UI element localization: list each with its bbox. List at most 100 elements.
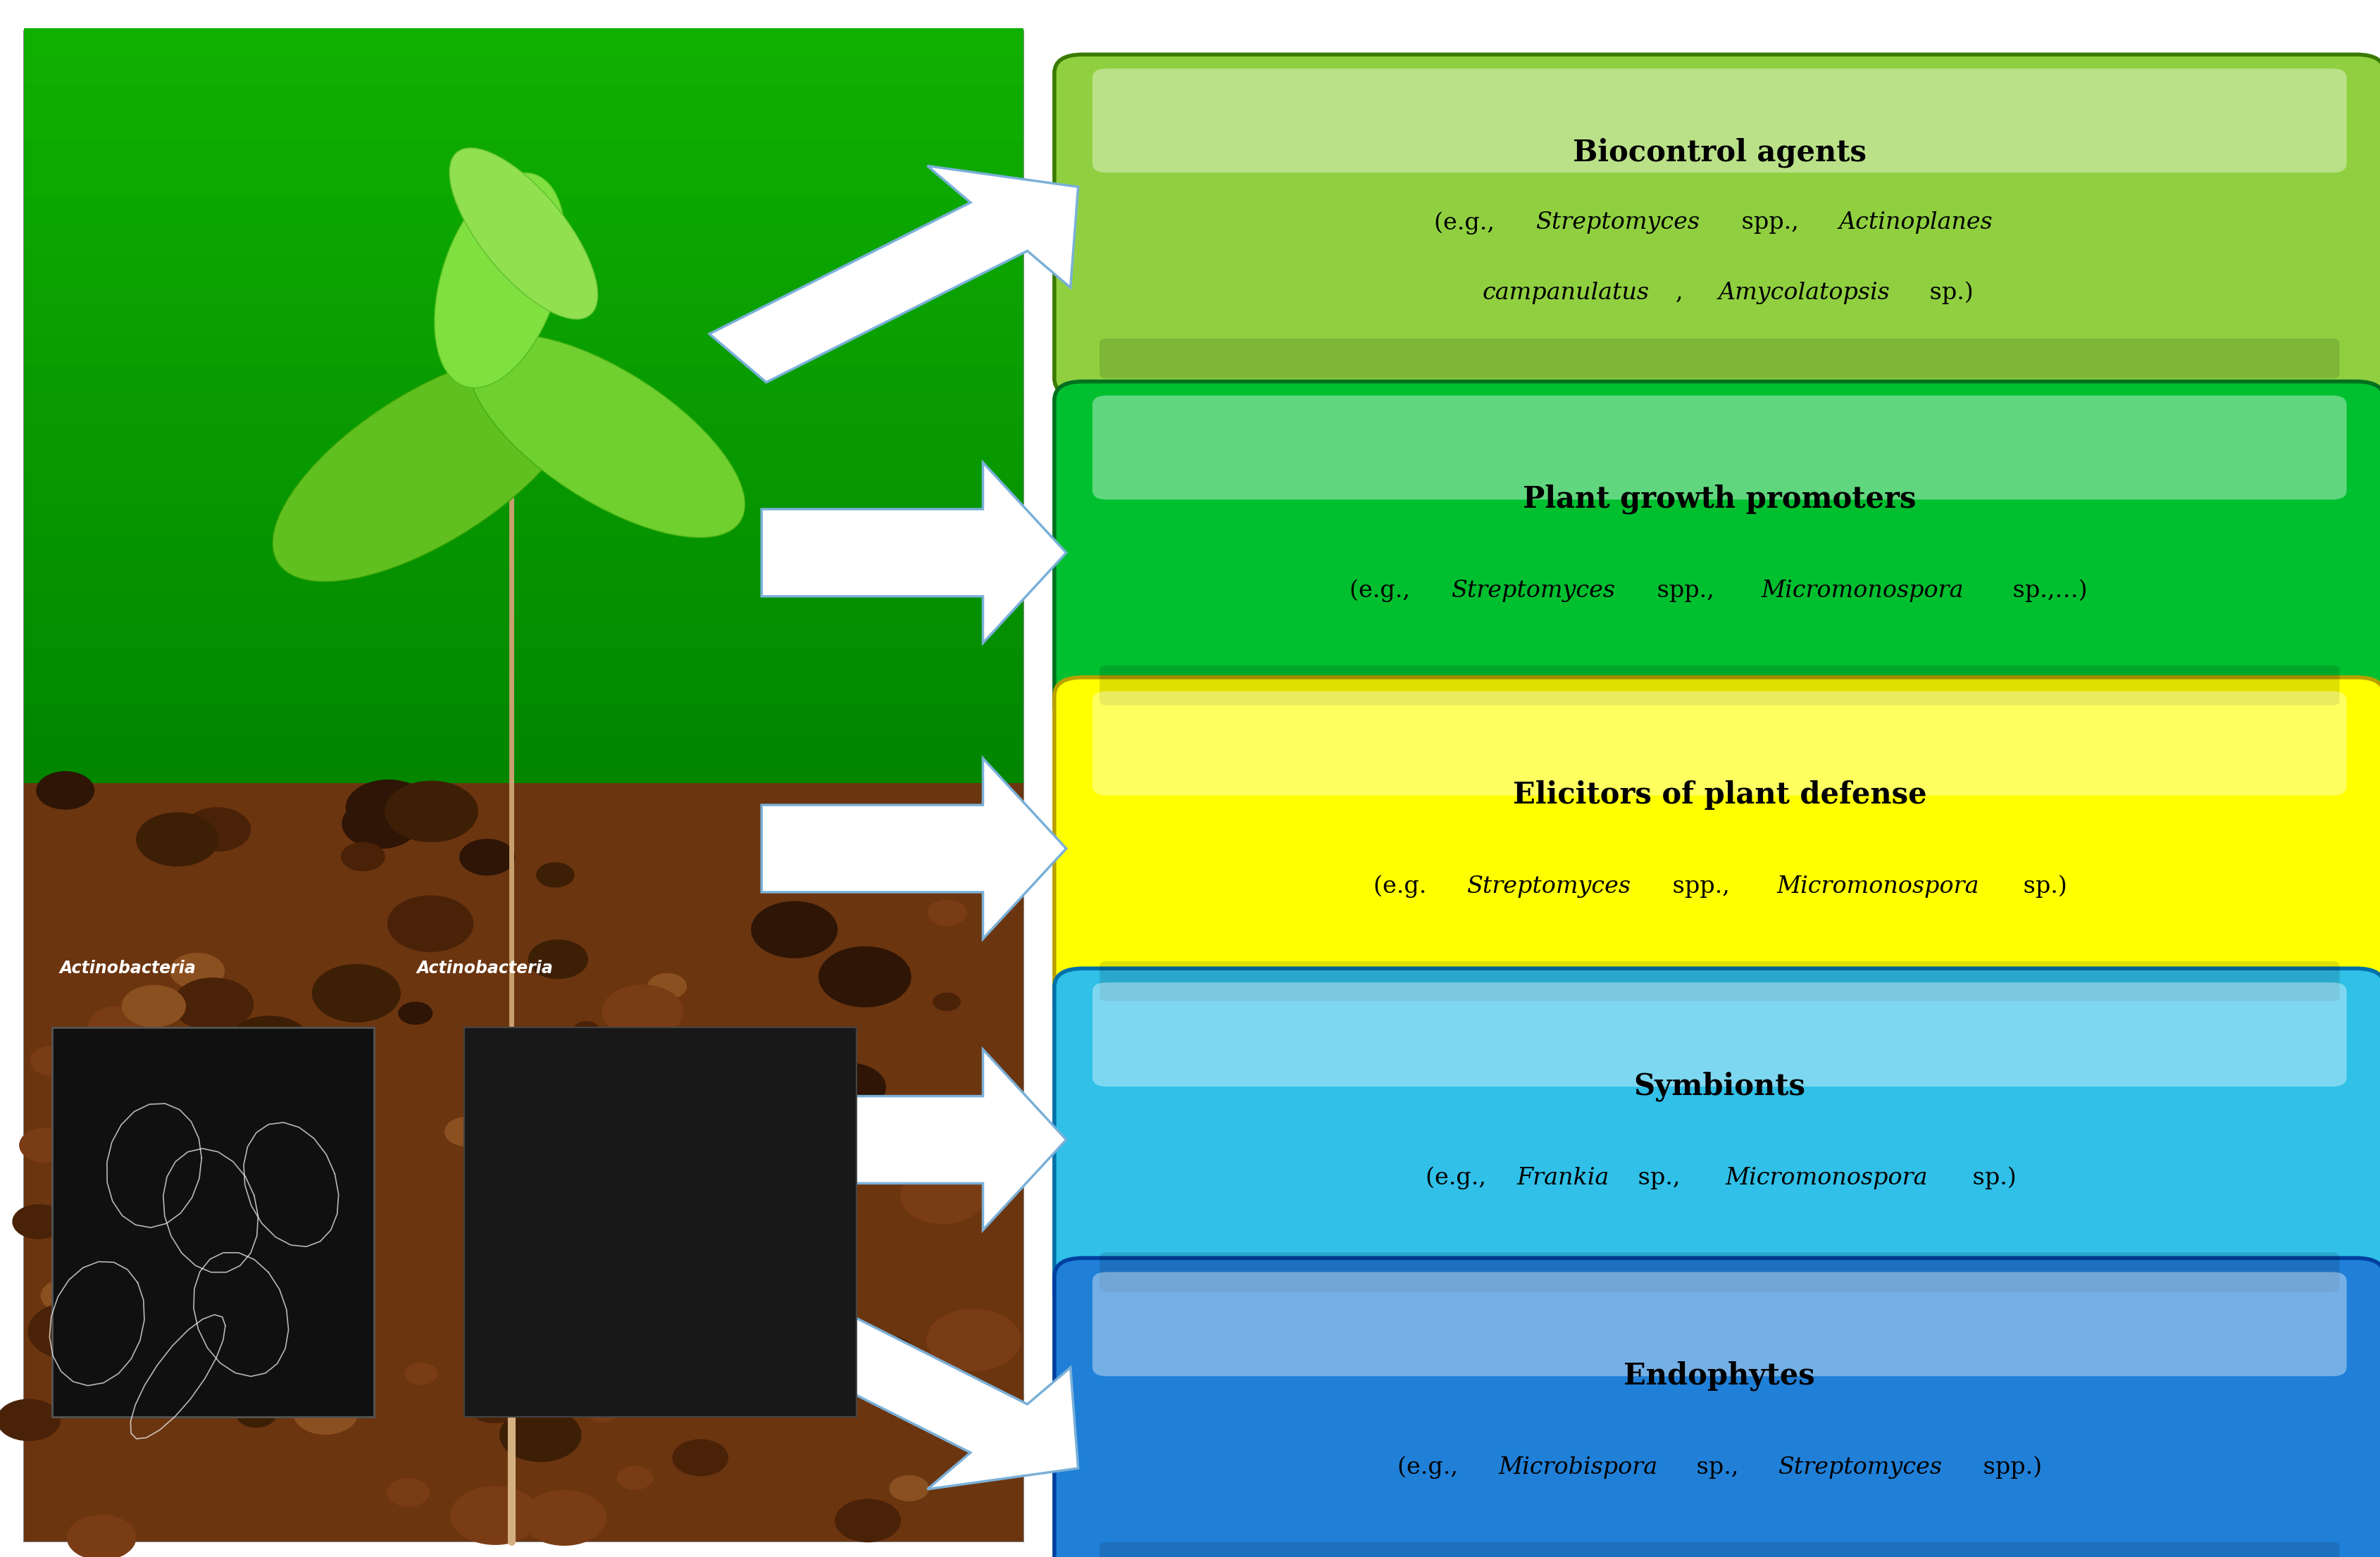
- Circle shape: [405, 1362, 438, 1384]
- Circle shape: [645, 1123, 700, 1158]
- Circle shape: [40, 1278, 93, 1313]
- Circle shape: [31, 1046, 76, 1076]
- Circle shape: [831, 1344, 857, 1361]
- Circle shape: [607, 1348, 681, 1397]
- Circle shape: [835, 1499, 900, 1541]
- Text: spp.): spp.): [1975, 1456, 2042, 1479]
- FancyBboxPatch shape: [24, 84, 1023, 115]
- Circle shape: [674, 1440, 728, 1476]
- Polygon shape: [762, 758, 1066, 939]
- FancyBboxPatch shape: [24, 170, 1023, 201]
- Ellipse shape: [436, 173, 564, 388]
- Circle shape: [469, 1314, 564, 1375]
- Circle shape: [29, 1302, 117, 1359]
- FancyBboxPatch shape: [1064, 394, 2380, 736]
- FancyBboxPatch shape: [24, 564, 1023, 595]
- FancyBboxPatch shape: [24, 934, 1023, 1088]
- Circle shape: [450, 1487, 540, 1545]
- Circle shape: [340, 842, 386, 870]
- Polygon shape: [762, 462, 1066, 643]
- Circle shape: [228, 1017, 309, 1070]
- Text: Micromonospora: Micromonospora: [1761, 579, 1963, 603]
- Text: sp.): sp.): [2016, 875, 2068, 898]
- Circle shape: [819, 947, 912, 1007]
- Circle shape: [88, 1007, 145, 1043]
- Text: spp.,: spp.,: [1664, 875, 1737, 898]
- FancyBboxPatch shape: [1100, 338, 2340, 378]
- Circle shape: [812, 1063, 885, 1112]
- Text: Actinobacteria: Actinobacteria: [60, 959, 195, 976]
- Circle shape: [616, 1467, 652, 1490]
- Circle shape: [885, 844, 952, 887]
- Circle shape: [895, 1099, 947, 1133]
- Text: Elicitors of plant defense: Elicitors of plant defense: [1514, 780, 1925, 810]
- Circle shape: [76, 1299, 114, 1323]
- FancyBboxPatch shape: [1064, 690, 2380, 1032]
- Circle shape: [19, 1127, 71, 1162]
- FancyBboxPatch shape: [24, 761, 1023, 793]
- Circle shape: [676, 1031, 762, 1088]
- Text: Frankia: Frankia: [1516, 1166, 1609, 1190]
- FancyBboxPatch shape: [24, 789, 1023, 821]
- FancyBboxPatch shape: [24, 817, 1023, 849]
- Circle shape: [183, 808, 250, 852]
- Circle shape: [0, 1400, 60, 1440]
- FancyBboxPatch shape: [1064, 1271, 2380, 1557]
- FancyBboxPatch shape: [24, 620, 1023, 651]
- FancyBboxPatch shape: [1100, 961, 2340, 1001]
- Circle shape: [343, 799, 419, 849]
- Text: Actinoplanes: Actinoplanes: [1840, 212, 1992, 234]
- Polygon shape: [709, 167, 1078, 383]
- Circle shape: [81, 1249, 121, 1275]
- Text: sp.): sp.): [1923, 282, 1973, 305]
- FancyBboxPatch shape: [1064, 67, 2380, 409]
- Text: Biocontrol agents: Biocontrol agents: [1573, 137, 1866, 168]
- Circle shape: [576, 1194, 607, 1214]
- Polygon shape: [709, 1272, 1078, 1488]
- Text: (e.g.,: (e.g.,: [1349, 579, 1418, 603]
- Circle shape: [933, 993, 959, 1010]
- Circle shape: [236, 1401, 276, 1428]
- FancyBboxPatch shape: [24, 282, 1023, 313]
- FancyBboxPatch shape: [1092, 691, 2347, 796]
- Text: Endophytes: Endophytes: [1623, 1361, 1816, 1390]
- Ellipse shape: [450, 148, 597, 319]
- Text: Micromonospora: Micromonospora: [1778, 875, 1980, 898]
- Text: Actinobacteria: Actinobacteria: [416, 959, 552, 976]
- Circle shape: [167, 1292, 228, 1331]
- Circle shape: [635, 1219, 726, 1278]
- Text: (e.g.,: (e.g.,: [1426, 1166, 1492, 1190]
- Circle shape: [445, 1118, 490, 1146]
- Text: (e.g.: (e.g.: [1373, 875, 1433, 898]
- Circle shape: [635, 1102, 664, 1123]
- Circle shape: [602, 986, 683, 1037]
- FancyBboxPatch shape: [24, 452, 1023, 483]
- FancyBboxPatch shape: [24, 394, 1023, 425]
- Circle shape: [388, 895, 474, 951]
- Circle shape: [752, 902, 838, 958]
- Circle shape: [588, 1403, 616, 1422]
- Circle shape: [79, 1260, 109, 1281]
- Circle shape: [528, 940, 588, 978]
- Circle shape: [131, 1133, 205, 1182]
- Circle shape: [312, 964, 400, 1021]
- Text: Streptomyces: Streptomyces: [1535, 212, 1699, 234]
- Circle shape: [105, 1183, 143, 1210]
- Text: (e.g.,: (e.g.,: [1397, 1456, 1466, 1479]
- Circle shape: [521, 1490, 607, 1545]
- FancyBboxPatch shape: [24, 366, 1023, 397]
- Circle shape: [474, 1087, 531, 1126]
- Circle shape: [12, 1205, 64, 1239]
- Circle shape: [174, 978, 252, 1031]
- Circle shape: [536, 863, 574, 887]
- FancyBboxPatch shape: [24, 254, 1023, 285]
- FancyBboxPatch shape: [1100, 1541, 2340, 1557]
- FancyBboxPatch shape: [464, 1028, 857, 1417]
- Circle shape: [136, 813, 219, 866]
- Circle shape: [359, 780, 416, 817]
- Circle shape: [469, 1390, 519, 1423]
- Text: Plant growth promoters: Plant growth promoters: [1523, 484, 1916, 514]
- FancyBboxPatch shape: [1064, 981, 2380, 1323]
- FancyBboxPatch shape: [1054, 54, 2380, 397]
- Text: ,: ,: [1676, 282, 1690, 304]
